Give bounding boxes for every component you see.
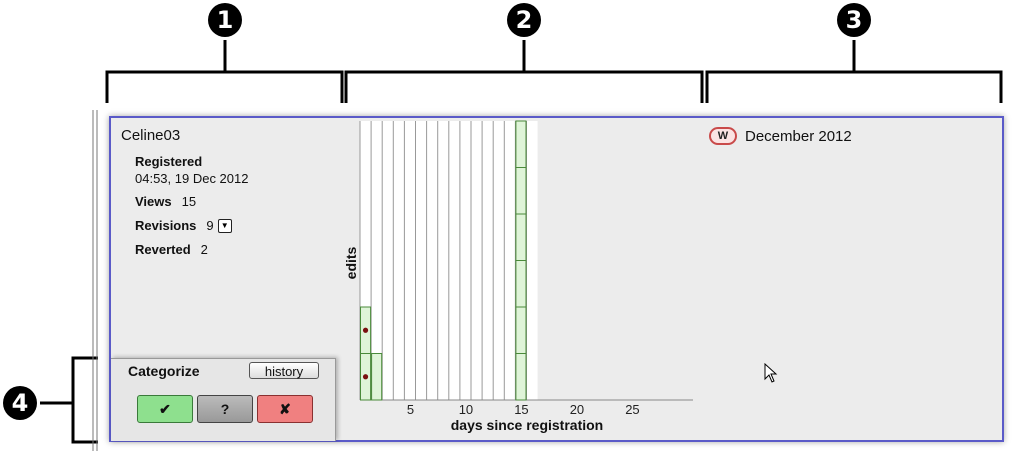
x-axis-label: days since registration bbox=[451, 417, 604, 433]
edit-bar-segment bbox=[516, 261, 526, 308]
edit-bar-segment bbox=[516, 168, 526, 215]
y-axis-label: edits bbox=[343, 246, 359, 279]
x-tick-label: 5 bbox=[407, 402, 414, 417]
month-label: December 2012 bbox=[745, 128, 852, 145]
edit-bar-segment bbox=[516, 214, 526, 261]
wiki-badge-icon[interactable]: W bbox=[709, 127, 737, 145]
edit-bar-segment bbox=[516, 354, 526, 401]
x-tick-label: 20 bbox=[570, 402, 584, 417]
history-button[interactable]: history bbox=[249, 362, 319, 379]
x-tick-label: 10 bbox=[459, 402, 473, 417]
x-tick-label: 15 bbox=[514, 402, 528, 417]
x-tick-label: 25 bbox=[625, 402, 639, 417]
unsure-button[interactable]: ? bbox=[197, 395, 253, 423]
categorize-title: Categorize bbox=[128, 363, 200, 379]
good-button[interactable]: ✔ bbox=[137, 395, 193, 423]
edit-bar-segment bbox=[516, 307, 526, 354]
month-header: W December 2012 bbox=[709, 127, 852, 145]
revert-dot bbox=[363, 328, 368, 333]
revert-dot bbox=[363, 374, 368, 379]
mouse-cursor-icon bbox=[764, 363, 778, 385]
bad-button[interactable]: ✘ bbox=[257, 395, 313, 423]
categorize-panel: Categorize history ✔ ? ✘ bbox=[111, 358, 336, 441]
edit-bar-segment bbox=[372, 354, 382, 401]
edit-bar-segment bbox=[516, 121, 526, 168]
